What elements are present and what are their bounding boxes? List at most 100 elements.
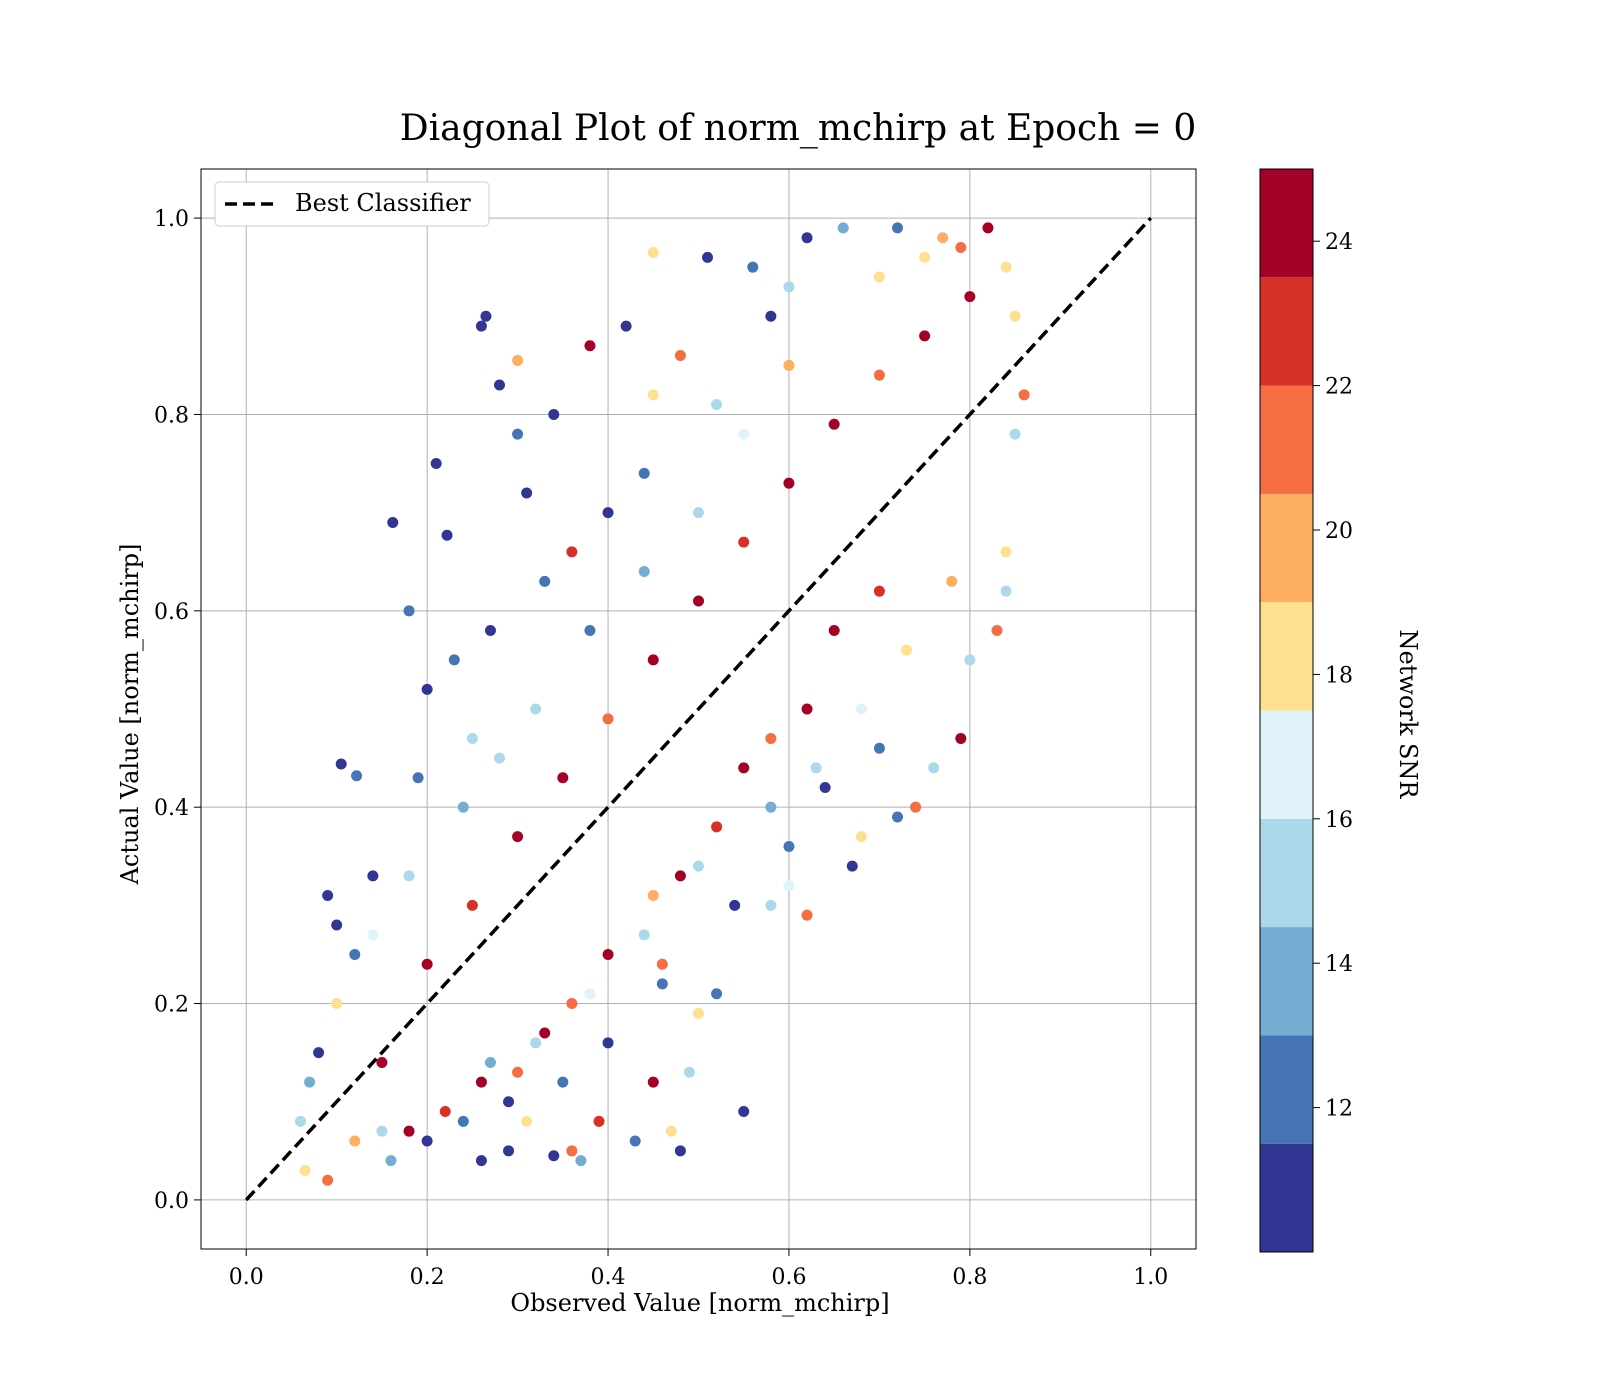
data-point bbox=[331, 919, 343, 931]
data-point bbox=[403, 1125, 415, 1137]
data-point bbox=[584, 340, 596, 352]
legend-box bbox=[214, 181, 490, 227]
data-point bbox=[801, 232, 813, 244]
data-point bbox=[783, 477, 795, 489]
data-point bbox=[711, 399, 723, 411]
data-point bbox=[322, 890, 334, 902]
colorbar-band bbox=[1260, 277, 1313, 386]
data-point bbox=[747, 261, 759, 273]
colorbar-tick-label: 14 bbox=[1325, 952, 1353, 977]
data-point bbox=[964, 654, 976, 666]
x-tick-label: 0.0 bbox=[229, 1265, 264, 1290]
plot-area bbox=[200, 168, 1197, 1250]
data-point bbox=[928, 762, 940, 774]
data-point bbox=[584, 624, 596, 636]
data-point bbox=[647, 654, 659, 666]
data-point bbox=[421, 958, 433, 970]
data-point bbox=[873, 742, 885, 754]
data-point bbox=[494, 752, 505, 764]
data-point bbox=[557, 1076, 569, 1088]
legend-label: Best Classifier bbox=[295, 189, 471, 217]
colorbar-tick-label: 24 bbox=[1325, 230, 1353, 255]
data-point bbox=[647, 890, 659, 902]
data-point bbox=[629, 1135, 641, 1147]
data-point bbox=[385, 1155, 397, 1167]
data-point bbox=[783, 281, 795, 293]
data-point bbox=[441, 529, 453, 541]
x-axis-label: Observed Value [norm_mchirp] bbox=[510, 1289, 889, 1317]
data-point bbox=[693, 1007, 704, 1019]
diagonal-line-layer bbox=[244, 216, 1153, 1202]
data-point bbox=[873, 585, 885, 597]
data-point bbox=[647, 1076, 659, 1088]
data-point bbox=[892, 222, 903, 234]
data-point bbox=[765, 899, 777, 911]
data-point bbox=[403, 605, 415, 617]
data-point bbox=[674, 1145, 686, 1157]
data-point bbox=[702, 251, 714, 263]
data-point bbox=[892, 811, 903, 823]
data-point bbox=[421, 1135, 433, 1147]
data-point bbox=[837, 222, 849, 234]
data-point bbox=[910, 801, 922, 813]
data-point bbox=[638, 467, 650, 479]
data-point bbox=[376, 1056, 388, 1068]
colorbar-tick-label: 22 bbox=[1325, 375, 1353, 400]
data-point bbox=[674, 870, 686, 882]
data-point bbox=[937, 232, 949, 244]
data-point bbox=[919, 251, 931, 263]
data-point bbox=[512, 354, 524, 366]
data-point bbox=[828, 624, 840, 636]
data-point bbox=[530, 1037, 542, 1049]
colorbar-tick-label: 12 bbox=[1325, 1097, 1353, 1122]
data-point bbox=[620, 320, 632, 332]
data-point bbox=[512, 428, 524, 440]
x-tick-label: 0.6 bbox=[771, 1265, 806, 1290]
data-point bbox=[1018, 389, 1030, 401]
data-point bbox=[295, 1115, 306, 1127]
data-point bbox=[656, 978, 668, 990]
colorbar-band bbox=[1260, 169, 1313, 278]
data-point bbox=[480, 310, 492, 322]
data-point bbox=[819, 782, 831, 794]
data-point bbox=[693, 507, 704, 519]
data-point bbox=[421, 683, 433, 695]
data-point bbox=[602, 1037, 614, 1049]
data-point bbox=[566, 1145, 578, 1157]
data-point bbox=[503, 1145, 515, 1157]
data-point bbox=[457, 801, 469, 813]
data-point bbox=[1000, 585, 1012, 597]
data-point bbox=[430, 458, 442, 470]
data-point bbox=[946, 575, 958, 587]
best-classifier-line bbox=[244, 216, 1153, 1202]
data-point bbox=[539, 1027, 551, 1039]
data-point bbox=[557, 772, 569, 784]
colorbar-band bbox=[1260, 1035, 1313, 1144]
data-point bbox=[484, 1056, 496, 1068]
data-point bbox=[955, 242, 967, 254]
data-point bbox=[299, 1164, 311, 1176]
data-point bbox=[738, 428, 750, 440]
data-point bbox=[304, 1076, 316, 1088]
x-axis: 0.0 0.2 0.4 0.6 0.8 1.0 bbox=[229, 1249, 1168, 1290]
data-point bbox=[765, 732, 777, 744]
data-point bbox=[530, 703, 542, 715]
data-point bbox=[711, 988, 723, 1000]
data-point bbox=[647, 246, 659, 258]
x-tick-label: 0.8 bbox=[952, 1265, 987, 1290]
data-point bbox=[665, 1125, 677, 1137]
data-point bbox=[638, 566, 650, 578]
legend: Best Classifier bbox=[214, 181, 490, 227]
data-point bbox=[466, 899, 478, 911]
data-point bbox=[439, 1106, 451, 1118]
data-point bbox=[548, 1150, 560, 1162]
data-point bbox=[503, 1096, 515, 1108]
data-point bbox=[566, 998, 578, 1010]
colorbar-band bbox=[1260, 602, 1313, 711]
colorbar-frame bbox=[1259, 168, 1314, 1253]
data-point bbox=[349, 1135, 361, 1147]
data-point bbox=[367, 870, 379, 882]
x-tick-label: 0.4 bbox=[591, 1265, 626, 1290]
colorbar-tick-label: 18 bbox=[1325, 663, 1353, 688]
y-axis-label: Actual Value [norm_mchirp] bbox=[116, 544, 144, 886]
